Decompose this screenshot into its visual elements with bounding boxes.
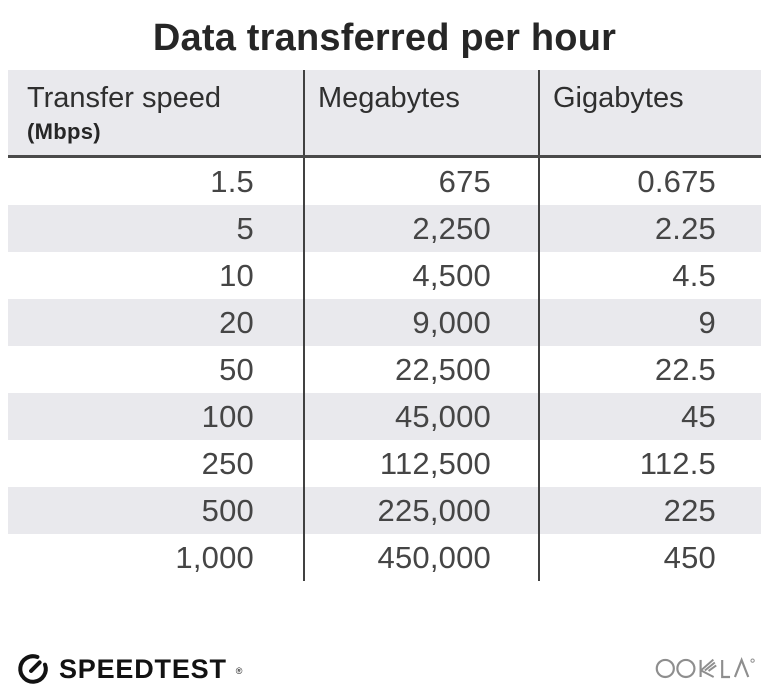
cell-transfer-speed: 1.5	[210, 163, 254, 199]
footer: SPEEDTEST ® OOKLA	[0, 648, 769, 690]
cell-transfer-speed: 500	[201, 492, 254, 528]
column-header-gigabytes: Gigabytes	[538, 70, 761, 155]
cell-gigabytes: 450	[538, 534, 761, 581]
column-header-title: Gigabytes	[553, 82, 684, 114]
cell-transfer-speed: 100	[201, 398, 254, 434]
cell-gigabytes: 9	[538, 299, 761, 346]
column-header-megabytes: Megabytes	[303, 70, 538, 155]
speedtest-logo: SPEEDTEST ®	[16, 652, 242, 686]
ookla-logo: OOKLA	[655, 653, 757, 686]
registered-mark-icon: ®	[235, 666, 243, 676]
column-header-title: Megabytes	[318, 82, 460, 114]
cell-transfer-speed: 250	[201, 445, 254, 481]
table-row: 5 2,250 2.25	[8, 205, 761, 252]
cell-gigabytes: 112.5	[538, 440, 761, 487]
cell-gigabytes: 225	[538, 487, 761, 534]
cell-megabytes: 2,250	[303, 205, 538, 252]
column-header-unit: (Mbps)	[27, 119, 101, 144]
table-row: 50 22,500 22.5	[8, 346, 761, 393]
ookla-wordmark-icon	[655, 656, 755, 678]
cell-gigabytes: 2.25	[538, 205, 761, 252]
table-header-row: Transfer speed (Mbps) Megabytes Gigabyte…	[8, 70, 761, 158]
cell-transfer-speed: 20	[219, 304, 254, 340]
data-table: Transfer speed (Mbps) Megabytes Gigabyte…	[8, 70, 761, 581]
page-title: Data transferred per hour	[152, 17, 617, 59]
speedometer-gauge-icon	[18, 654, 48, 684]
cell-transfer-speed: 50	[219, 351, 254, 387]
cell-megabytes: 450,000	[303, 534, 538, 581]
cell-megabytes: 45,000	[303, 393, 538, 440]
cell-megabytes: 225,000	[303, 487, 538, 534]
cell-megabytes: 4,500	[303, 252, 538, 299]
cell-gigabytes: 4.5	[538, 252, 761, 299]
cell-megabytes: 9,000	[303, 299, 538, 346]
cell-gigabytes: 45	[538, 393, 761, 440]
cell-transfer-speed: 10	[219, 257, 254, 293]
table-row: 10 4,500 4.5	[8, 252, 761, 299]
cell-megabytes: 112,500	[303, 440, 538, 487]
cell-gigabytes: 0.675	[538, 158, 761, 205]
table-row: 500 225,000 225	[8, 487, 761, 534]
speedtest-wordmark: SPEEDTEST	[59, 653, 227, 684]
cell-transfer-speed: 1,000	[175, 539, 254, 575]
cell-gigabytes: 22.5	[538, 346, 761, 393]
column-header-transfer-speed: Transfer speed (Mbps)	[8, 70, 303, 155]
cell-megabytes: 675	[303, 158, 538, 205]
table-row: 100 45,000 45	[8, 393, 761, 440]
table-row: 1.5 675 0.675	[8, 158, 761, 205]
cell-megabytes: 22,500	[303, 346, 538, 393]
cell-transfer-speed: 5	[236, 210, 254, 246]
column-header-title: Transfer speed	[27, 82, 221, 114]
table-row: 20 9,000 9	[8, 299, 761, 346]
table-row: 1,000 450,000 450	[8, 534, 761, 581]
table-body: 1.5 675 0.675 5 2,250 2.25 10 4,500 4.5 20 9,000 9 5…	[8, 158, 761, 581]
table-row: 250 112,500 112.5	[8, 440, 761, 487]
